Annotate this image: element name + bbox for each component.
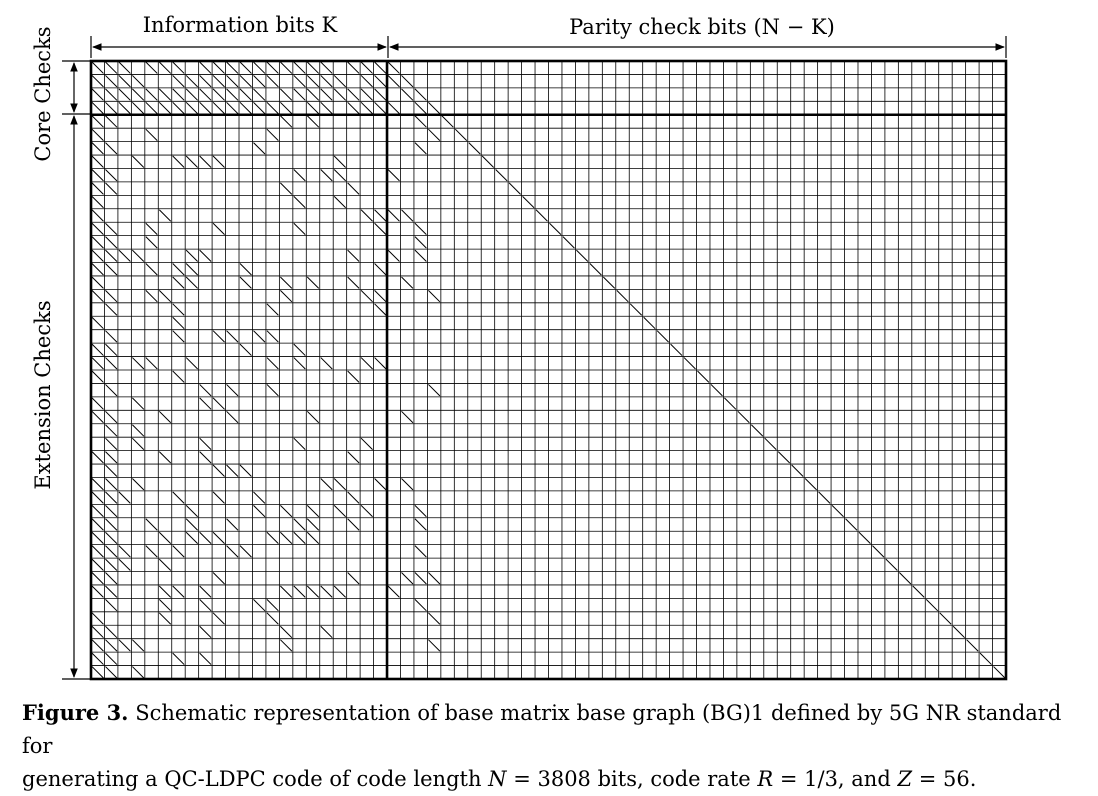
extension-checks-label: Extension Checks [31,300,55,489]
core-checks-label: Core Checks [31,26,55,161]
parity-bits-label: Parity check bits (N − K) [569,15,835,39]
caption-line-1: Figure 3. Schematic representation of ba… [22,700,1062,758]
matrix-border [89,59,1008,681]
caption-label: Figure 3. [22,700,129,725]
info-bits-label: Information bits K [143,13,338,37]
info-bits-arrow [90,36,389,58]
grid-lines [90,60,1007,680]
base-graph-figure: Information bits K Parity check bits (N … [31,13,1008,681]
extension-checks-arrow [62,115,92,680]
nonzero-entries [91,61,1006,679]
caption-line-2: generating a QC-LDPC code of code length… [22,767,977,791]
base-matrix-grid [89,59,1008,681]
parity-bits-arrow [389,36,1007,58]
core-checks-arrow [62,60,92,115]
figure-caption: Figure 3. Schematic representation of ba… [22,696,1082,796]
